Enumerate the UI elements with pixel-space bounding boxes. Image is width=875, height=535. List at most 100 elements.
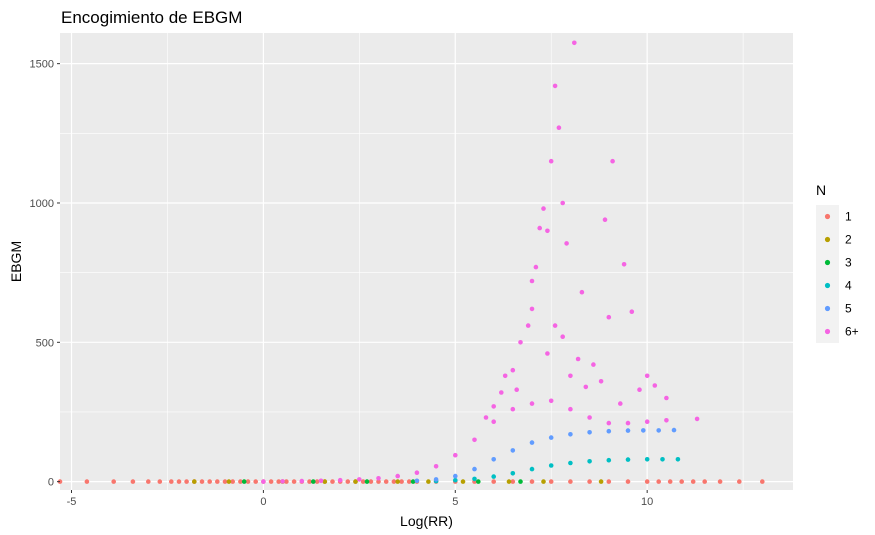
data-point-series-1 (529, 479, 535, 484)
data-point-series-6+ (337, 477, 343, 483)
data-point-series-5 (671, 427, 677, 433)
data-point-series-2 (353, 479, 358, 484)
data-point-series-6+ (606, 420, 612, 426)
data-point-series-6+ (602, 217, 608, 222)
data-point-series-4 (510, 471, 516, 476)
data-point-series-5 (548, 435, 554, 440)
data-point-series-6+ (560, 334, 565, 340)
data-point-series-1 (222, 479, 228, 484)
data-point-series-6+ (491, 404, 497, 409)
data-point-series-1 (169, 479, 174, 484)
legend-key-swatch (824, 305, 831, 312)
data-point-series-1 (548, 479, 554, 484)
data-point-series-1 (284, 479, 289, 484)
data-point-series-1 (215, 479, 220, 484)
data-point-series-1 (157, 479, 163, 484)
data-point-series-6+ (529, 306, 535, 312)
data-point-series-1 (207, 479, 212, 484)
x-tick-label: 10 (641, 496, 653, 508)
data-point-series-1 (368, 479, 374, 484)
data-point-series-4 (453, 477, 458, 483)
data-point-series-1 (245, 479, 251, 484)
data-point-series-1 (184, 479, 189, 484)
data-point-series-4 (529, 466, 535, 472)
data-point-series-6+ (472, 437, 477, 443)
data-point-series-4 (660, 457, 665, 462)
data-point-series-5 (656, 428, 661, 433)
data-point-series-4 (675, 457, 681, 462)
data-point-series-6+ (280, 479, 285, 484)
data-point-series-6+ (541, 206, 546, 211)
data-point-series-5 (587, 430, 592, 435)
data-point-series-1 (510, 479, 516, 484)
data-point-series-5 (414, 478, 420, 484)
data-point-series-1 (111, 479, 116, 484)
data-point-series-2 (541, 479, 546, 484)
data-point-series-5 (529, 440, 535, 445)
data-point-series-6+ (694, 416, 700, 422)
legend-key-swatch (824, 259, 831, 266)
data-points (57, 40, 765, 484)
data-point-series-1 (230, 479, 235, 484)
data-point-series-4 (548, 463, 554, 468)
data-point-series-4 (606, 457, 612, 463)
data-point-series-6+ (552, 83, 558, 89)
data-point-series-6+ (502, 373, 508, 379)
data-point-series-1 (568, 479, 573, 484)
legend-key-swatch (824, 282, 831, 289)
data-point-series-1 (130, 479, 136, 484)
data-point-series-6+ (606, 314, 612, 320)
data-point-series-6+ (545, 228, 550, 234)
x-tick-label: 0 (260, 496, 266, 508)
data-point-series-1 (690, 479, 696, 484)
data-point-series-6+ (644, 419, 650, 425)
data-point-series-1 (307, 479, 312, 484)
data-point-series-1 (376, 479, 381, 484)
data-point-series-1 (146, 479, 151, 484)
data-point-series-6+ (598, 379, 604, 384)
data-point-series-3 (518, 479, 523, 484)
data-point-series-6+ (529, 401, 535, 406)
data-point-series-1 (491, 479, 497, 484)
data-point-series-2 (506, 479, 512, 484)
data-point-series-6+ (644, 373, 650, 379)
data-point-series-4 (568, 460, 573, 466)
data-point-series-6+ (548, 158, 554, 164)
data-point-series-5 (625, 428, 631, 433)
y-tick-label: 1500 (30, 59, 54, 71)
data-point-series-1 (238, 479, 243, 484)
legend-title: N (816, 182, 826, 198)
data-point-series-1 (291, 479, 297, 484)
data-point-series-2 (460, 479, 466, 484)
data-point-series-1 (737, 479, 742, 484)
data-point-series-5 (433, 477, 439, 482)
data-point-series-6+ (533, 264, 539, 270)
legend-label: 2 (845, 233, 852, 247)
data-point-series-6+ (568, 373, 573, 379)
legend: N 1 2 3 4 5 6+ (816, 182, 859, 343)
data-point-series-2 (322, 479, 328, 484)
data-point-series-1 (391, 479, 397, 484)
data-point-series-5 (568, 432, 573, 437)
data-point-series-2 (426, 479, 431, 484)
data-point-series-1 (268, 479, 274, 484)
x-axis-title: Log(RR) (400, 513, 453, 529)
data-point-series-6+ (610, 158, 615, 164)
chart-title: Encogimiento de EBGM (61, 8, 242, 27)
data-point-series-1 (606, 479, 612, 484)
data-point-series-6+ (529, 278, 535, 284)
data-point-series-1 (314, 479, 320, 484)
data-point-series-1 (345, 479, 351, 484)
data-point-series-2 (395, 479, 401, 484)
data-point-series-5 (510, 448, 516, 453)
legend-label: 4 (845, 279, 852, 293)
data-point-series-6+ (579, 289, 585, 295)
data-point-series-6+ (618, 401, 623, 406)
data-point-series-6+ (318, 478, 324, 484)
data-point-series-6+ (575, 356, 581, 362)
data-point-series-1 (587, 479, 592, 484)
data-point-series-5 (453, 473, 458, 479)
legend-label: 1 (845, 210, 852, 224)
data-point-series-1 (644, 479, 650, 484)
data-point-series-4 (644, 457, 650, 462)
